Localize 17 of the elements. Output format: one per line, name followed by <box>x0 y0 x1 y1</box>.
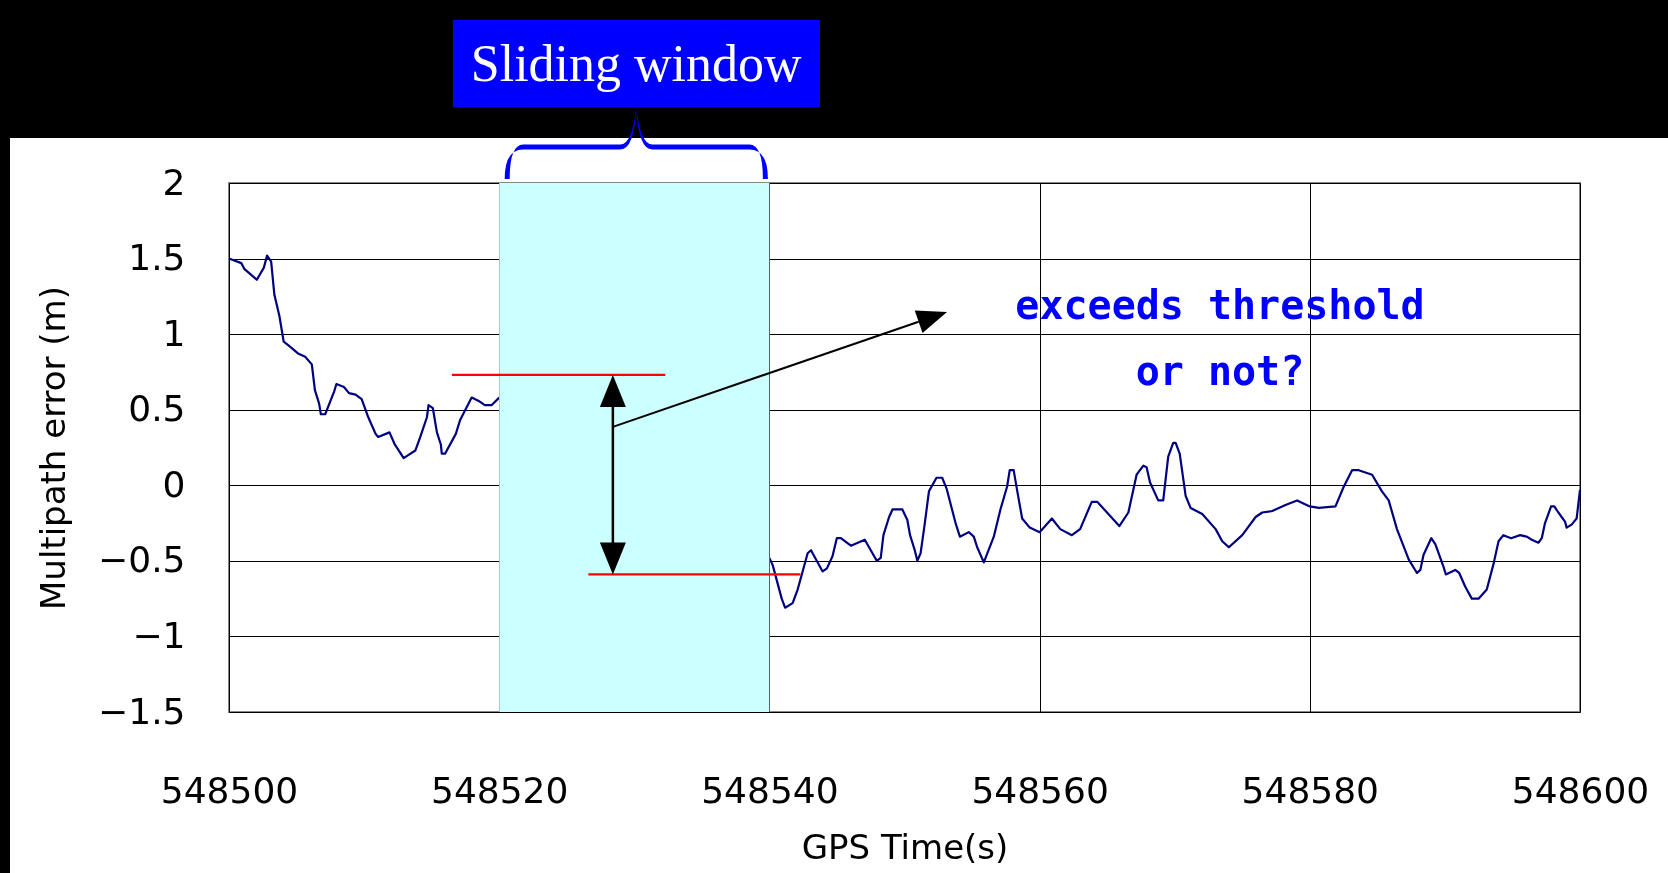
y-axis-title: Multipath error (m) <box>33 286 74 610</box>
y-tick-label: 1.5 <box>128 237 186 279</box>
x-tick-label: 548500 <box>160 769 299 811</box>
y-tick-label: 0.5 <box>128 388 186 430</box>
x-tick-label: 548580 <box>1241 769 1380 811</box>
y-tick-label: −1 <box>132 614 186 656</box>
x-tick-label: 548560 <box>971 769 1109 811</box>
y-tick-label: −1.5 <box>98 690 186 732</box>
y-tick-label: 0 <box>162 463 186 505</box>
y-tick-label: 1 <box>162 312 186 354</box>
x-tick-label: 548600 <box>1511 769 1650 811</box>
y-tick-label: 2 <box>162 161 186 203</box>
y-tick-label: −0.5 <box>98 539 186 581</box>
x-axis-title: GPS Time(s) <box>801 826 1009 867</box>
x-tick-label: 548520 <box>430 769 569 811</box>
band-label: Sliding window <box>452 20 820 107</box>
x-tick-label: 548540 <box>701 769 839 811</box>
